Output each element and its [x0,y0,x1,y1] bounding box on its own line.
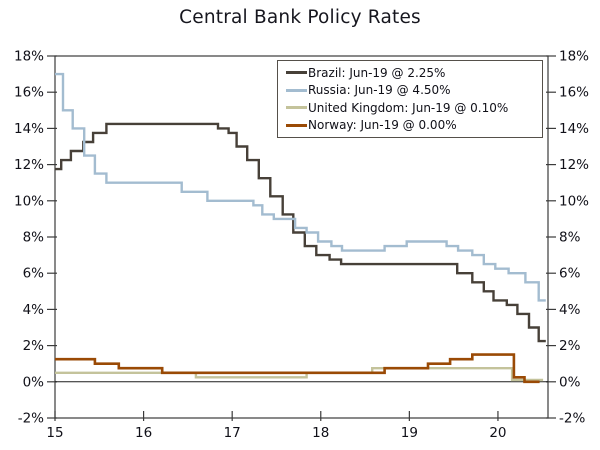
legend-swatch [286,88,307,92]
y-axis-label-left: -2% [18,411,44,427]
y-axis-label-left: 4% [23,302,45,318]
y-axis-label-right: 4% [559,302,581,318]
y-axis-label-right: 12% [559,157,589,173]
legend-swatch [286,123,307,127]
x-axis-label: 19 [401,425,418,441]
legend-label: Norway: Jun-19 @ 0.00% [308,118,457,133]
series-line-norway [55,353,540,384]
y-axis-label-right: 10% [559,193,589,209]
y-axis-label-left: 14% [14,121,44,137]
y-axis-label-right: 16% [559,85,589,101]
legend-item: Brazil: Jun-19 @ 2.25% [286,64,540,82]
y-axis-label-right: 0% [559,374,581,390]
y-axis-label-left: 12% [14,157,44,173]
legend: Brazil: Jun-19 @ 2.25% Russia: Jun-19 @ 4… [277,60,543,138]
y-axis-label-left: 0% [23,374,45,390]
legend-swatch [286,106,307,110]
legend-item: United Kingdom: Jun-19 @ 0.10% [286,99,540,117]
y-axis-label-left: 10% [14,193,44,209]
y-axis-label-right: 14% [559,121,589,137]
x-axis-label: 18 [312,425,329,441]
y-axis-label-left: 2% [23,338,45,354]
y-axis-label-right: 6% [559,266,581,282]
y-axis-label-right: 18% [559,49,589,65]
y-axis-label-left: 8% [23,230,45,246]
series-line-united-kingdom [55,367,544,382]
legend-swatch [286,71,307,75]
legend-label: Brazil: Jun-19 @ 2.25% [308,65,446,80]
x-axis-label: 20 [489,425,506,441]
series-line-brazil [55,122,546,343]
x-axis-label: 15 [46,425,63,441]
y-axis-label-right: 2% [559,338,581,354]
legend-item: Russia: Jun-19 @ 4.50% [286,82,540,100]
y-axis-label-left: 18% [14,49,44,65]
chart-title: Central Bank Policy Rates [179,7,421,28]
legend-label: United Kingdom: Jun-19 @ 0.10% [308,100,509,115]
legend-item: Norway: Jun-19 @ 0.00% [286,117,540,135]
x-axis-label: 17 [224,425,241,441]
y-axis-label-left: 6% [23,266,45,282]
y-axis-label-right: 8% [559,230,581,246]
y-axis-label-right: -2% [559,411,585,427]
x-axis-label: 16 [135,425,152,441]
y-axis-label-left: 16% [14,85,44,101]
series-line-russia [55,72,546,302]
legend-label: Russia: Jun-19 @ 4.50% [308,83,451,98]
